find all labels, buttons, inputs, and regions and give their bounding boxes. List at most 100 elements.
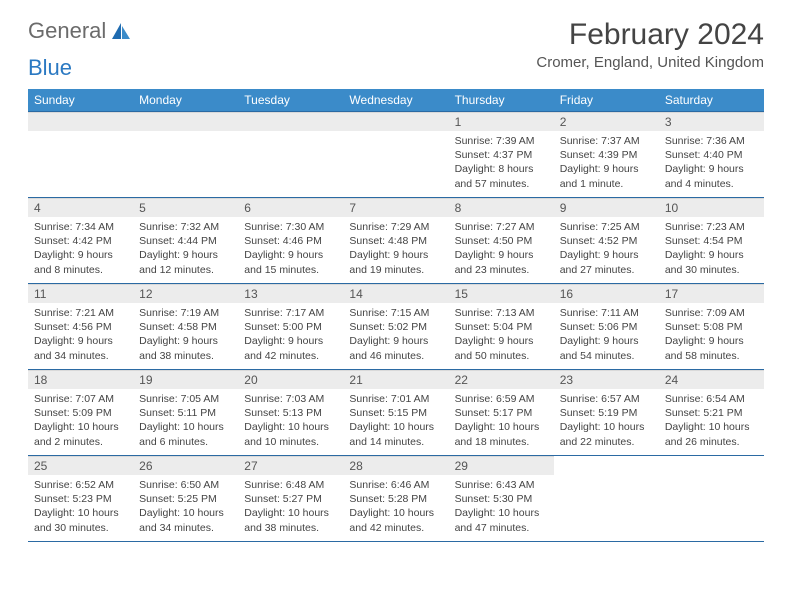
day-cell: 13Sunrise: 7:17 AMSunset: 5:00 PMDayligh… xyxy=(238,284,343,370)
weekday-header: Sunday xyxy=(28,89,133,112)
weekday-header: Wednesday xyxy=(343,89,448,112)
day-number: 26 xyxy=(133,456,238,475)
day-number: 5 xyxy=(133,198,238,217)
day-cell: 19Sunrise: 7:05 AMSunset: 5:11 PMDayligh… xyxy=(133,370,238,456)
day-cell xyxy=(133,112,238,198)
day-content: Sunrise: 7:03 AMSunset: 5:13 PMDaylight:… xyxy=(238,389,343,455)
day-cell: 2Sunrise: 7:37 AMSunset: 4:39 PMDaylight… xyxy=(554,112,659,198)
day-content: Sunrise: 6:57 AMSunset: 5:19 PMDaylight:… xyxy=(554,389,659,455)
day-cell xyxy=(554,456,659,542)
day-cell: 7Sunrise: 7:29 AMSunset: 4:48 PMDaylight… xyxy=(343,198,448,284)
day-cell: 6Sunrise: 7:30 AMSunset: 4:46 PMDaylight… xyxy=(238,198,343,284)
weekday-header-row: SundayMondayTuesdayWednesdayThursdayFrid… xyxy=(28,89,764,112)
day-cell: 14Sunrise: 7:15 AMSunset: 5:02 PMDayligh… xyxy=(343,284,448,370)
day-number: 3 xyxy=(659,112,764,131)
weekday-header: Tuesday xyxy=(238,89,343,112)
day-cell: 27Sunrise: 6:48 AMSunset: 5:27 PMDayligh… xyxy=(238,456,343,542)
logo-sail-icon xyxy=(110,21,132,41)
day-cell: 11Sunrise: 7:21 AMSunset: 4:56 PMDayligh… xyxy=(28,284,133,370)
day-content: Sunrise: 7:15 AMSunset: 5:02 PMDaylight:… xyxy=(343,303,448,369)
day-content: Sunrise: 6:54 AMSunset: 5:21 PMDaylight:… xyxy=(659,389,764,455)
day-cell: 4Sunrise: 7:34 AMSunset: 4:42 PMDaylight… xyxy=(28,198,133,284)
day-cell xyxy=(238,112,343,198)
day-number: 23 xyxy=(554,370,659,389)
day-cell: 15Sunrise: 7:13 AMSunset: 5:04 PMDayligh… xyxy=(449,284,554,370)
day-cell: 29Sunrise: 6:43 AMSunset: 5:30 PMDayligh… xyxy=(449,456,554,542)
day-number: 22 xyxy=(449,370,554,389)
day-cell: 24Sunrise: 6:54 AMSunset: 5:21 PMDayligh… xyxy=(659,370,764,456)
day-content: Sunrise: 6:48 AMSunset: 5:27 PMDaylight:… xyxy=(238,475,343,541)
day-number: 6 xyxy=(238,198,343,217)
day-content: Sunrise: 7:07 AMSunset: 5:09 PMDaylight:… xyxy=(28,389,133,455)
day-cell: 8Sunrise: 7:27 AMSunset: 4:50 PMDaylight… xyxy=(449,198,554,284)
day-number: 29 xyxy=(449,456,554,475)
day-cell xyxy=(28,112,133,198)
day-number: 28 xyxy=(343,456,448,475)
day-content: Sunrise: 7:27 AMSunset: 4:50 PMDaylight:… xyxy=(449,217,554,283)
day-content: Sunrise: 7:32 AMSunset: 4:44 PMDaylight:… xyxy=(133,217,238,283)
day-cell: 10Sunrise: 7:23 AMSunset: 4:54 PMDayligh… xyxy=(659,198,764,284)
day-content: Sunrise: 7:37 AMSunset: 4:39 PMDaylight:… xyxy=(554,131,659,197)
weekday-header: Thursday xyxy=(449,89,554,112)
day-content: Sunrise: 7:17 AMSunset: 5:00 PMDaylight:… xyxy=(238,303,343,369)
day-number: 12 xyxy=(133,284,238,303)
day-number: 10 xyxy=(659,198,764,217)
day-content: Sunrise: 6:46 AMSunset: 5:28 PMDaylight:… xyxy=(343,475,448,541)
day-number: 9 xyxy=(554,198,659,217)
day-cell: 3Sunrise: 7:36 AMSunset: 4:40 PMDaylight… xyxy=(659,112,764,198)
day-cell: 17Sunrise: 7:09 AMSunset: 5:08 PMDayligh… xyxy=(659,284,764,370)
day-number: 21 xyxy=(343,370,448,389)
day-cell: 18Sunrise: 7:07 AMSunset: 5:09 PMDayligh… xyxy=(28,370,133,456)
day-cell: 21Sunrise: 7:01 AMSunset: 5:15 PMDayligh… xyxy=(343,370,448,456)
day-cell: 5Sunrise: 7:32 AMSunset: 4:44 PMDaylight… xyxy=(133,198,238,284)
day-cell: 12Sunrise: 7:19 AMSunset: 4:58 PMDayligh… xyxy=(133,284,238,370)
day-number: 19 xyxy=(133,370,238,389)
day-number: 13 xyxy=(238,284,343,303)
weekday-header: Friday xyxy=(554,89,659,112)
day-content: Sunrise: 7:36 AMSunset: 4:40 PMDaylight:… xyxy=(659,131,764,197)
day-number: 18 xyxy=(28,370,133,389)
day-cell xyxy=(659,456,764,542)
day-content: Sunrise: 7:01 AMSunset: 5:15 PMDaylight:… xyxy=(343,389,448,455)
day-content: Sunrise: 7:09 AMSunset: 5:08 PMDaylight:… xyxy=(659,303,764,369)
day-content: Sunrise: 7:30 AMSunset: 4:46 PMDaylight:… xyxy=(238,217,343,283)
day-number: 11 xyxy=(28,284,133,303)
logo-text-general: General xyxy=(28,18,106,44)
day-number: 27 xyxy=(238,456,343,475)
day-content: Sunrise: 7:23 AMSunset: 4:54 PMDaylight:… xyxy=(659,217,764,283)
day-cell: 23Sunrise: 6:57 AMSunset: 5:19 PMDayligh… xyxy=(554,370,659,456)
empty-day-header xyxy=(133,112,238,131)
day-content: Sunrise: 7:19 AMSunset: 4:58 PMDaylight:… xyxy=(133,303,238,369)
day-content: Sunrise: 7:29 AMSunset: 4:48 PMDaylight:… xyxy=(343,217,448,283)
week-row: 4Sunrise: 7:34 AMSunset: 4:42 PMDaylight… xyxy=(28,198,764,284)
day-cell: 16Sunrise: 7:11 AMSunset: 5:06 PMDayligh… xyxy=(554,284,659,370)
week-row: 11Sunrise: 7:21 AMSunset: 4:56 PMDayligh… xyxy=(28,284,764,370)
day-content: Sunrise: 6:43 AMSunset: 5:30 PMDaylight:… xyxy=(449,475,554,541)
calendar-table: SundayMondayTuesdayWednesdayThursdayFrid… xyxy=(28,89,764,542)
day-number: 20 xyxy=(238,370,343,389)
day-number: 16 xyxy=(554,284,659,303)
day-content: Sunrise: 6:59 AMSunset: 5:17 PMDaylight:… xyxy=(449,389,554,455)
month-title: February 2024 xyxy=(536,18,764,52)
day-cell: 26Sunrise: 6:50 AMSunset: 5:25 PMDayligh… xyxy=(133,456,238,542)
day-number: 17 xyxy=(659,284,764,303)
day-number: 15 xyxy=(449,284,554,303)
day-content: Sunrise: 6:50 AMSunset: 5:25 PMDaylight:… xyxy=(133,475,238,541)
day-content: Sunrise: 7:34 AMSunset: 4:42 PMDaylight:… xyxy=(28,217,133,283)
day-content: Sunrise: 6:52 AMSunset: 5:23 PMDaylight:… xyxy=(28,475,133,541)
day-number: 14 xyxy=(343,284,448,303)
empty-day-header xyxy=(28,112,133,131)
weekday-header: Saturday xyxy=(659,89,764,112)
day-cell: 20Sunrise: 7:03 AMSunset: 5:13 PMDayligh… xyxy=(238,370,343,456)
day-number: 8 xyxy=(449,198,554,217)
day-number: 4 xyxy=(28,198,133,217)
day-number: 2 xyxy=(554,112,659,131)
day-cell: 22Sunrise: 6:59 AMSunset: 5:17 PMDayligh… xyxy=(449,370,554,456)
week-row: 1Sunrise: 7:39 AMSunset: 4:37 PMDaylight… xyxy=(28,112,764,198)
empty-day-header xyxy=(238,112,343,131)
day-content: Sunrise: 7:11 AMSunset: 5:06 PMDaylight:… xyxy=(554,303,659,369)
day-content: Sunrise: 7:05 AMSunset: 5:11 PMDaylight:… xyxy=(133,389,238,455)
weekday-header: Monday xyxy=(133,89,238,112)
day-number: 24 xyxy=(659,370,764,389)
day-number: 1 xyxy=(449,112,554,131)
